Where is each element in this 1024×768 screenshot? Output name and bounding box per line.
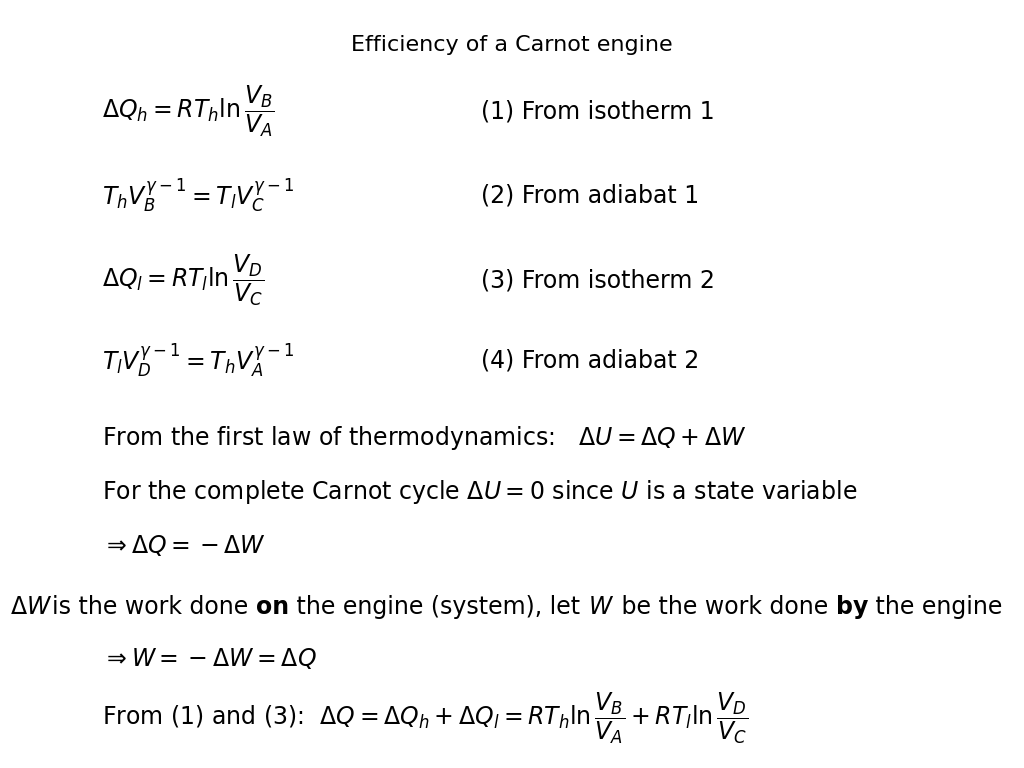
Text: (3) From isotherm 2: (3) From isotherm 2 <box>481 268 715 293</box>
Text: $\Delta W$: $\Delta W$ <box>10 594 52 619</box>
Text: on: on <box>256 594 290 619</box>
Text: $W$: $W$ <box>588 594 614 619</box>
Text: $T_l V_D^{\gamma-1} = T_h V_A^{\gamma-1}$: $T_l V_D^{\gamma-1} = T_h V_A^{\gamma-1}… <box>102 343 295 379</box>
Text: the engine (system), let: the engine (system), let <box>290 594 588 619</box>
Text: From (1) and (3):  $\Delta Q = \Delta Q_h+\Delta Q_l = RT_h\ln\dfrac{V_B}{V_A} +: From (1) and (3): $\Delta Q = \Delta Q_h… <box>102 690 749 746</box>
Text: From the first law of thermodynamics:   $\Delta U = \Delta Q + \Delta W$: From the first law of thermodynamics: $\… <box>102 424 746 452</box>
Text: (1) From isotherm 1: (1) From isotherm 1 <box>481 99 715 124</box>
Text: (4) From adiabat 2: (4) From adiabat 2 <box>481 349 699 373</box>
Text: $\Rightarrow \Delta Q = -\Delta W$: $\Rightarrow \Delta Q = -\Delta W$ <box>102 533 266 558</box>
Text: (2) From adiabat 1: (2) From adiabat 1 <box>481 184 699 208</box>
Text: be the work done: be the work done <box>614 594 836 619</box>
Text: is the work done: is the work done <box>52 594 256 619</box>
Text: by: by <box>836 594 868 619</box>
Text: $\Rightarrow W = -\Delta W = \Delta Q$: $\Rightarrow W = -\Delta W = \Delta Q$ <box>102 646 317 670</box>
Text: For the complete Carnot cycle $\Delta U = 0$ since $U$ is a state variable: For the complete Carnot cycle $\Delta U … <box>102 478 858 505</box>
Text: $\Delta Q_h = RT_h\ln\dfrac{V_B}{V_A}$: $\Delta Q_h = RT_h\ln\dfrac{V_B}{V_A}$ <box>102 84 275 139</box>
Text: Efficiency of a Carnot engine: Efficiency of a Carnot engine <box>351 35 673 55</box>
Text: $T_h V_B^{\gamma-1} = T_l V_C^{\gamma-1}$: $T_h V_B^{\gamma-1} = T_l V_C^{\gamma-1}… <box>102 177 295 214</box>
Text: the engine: the engine <box>868 594 1002 619</box>
Text: $\Delta Q_l = RT_l\ln\dfrac{V_D}{V_C}$: $\Delta Q_l = RT_l\ln\dfrac{V_D}{V_C}$ <box>102 253 264 308</box>
